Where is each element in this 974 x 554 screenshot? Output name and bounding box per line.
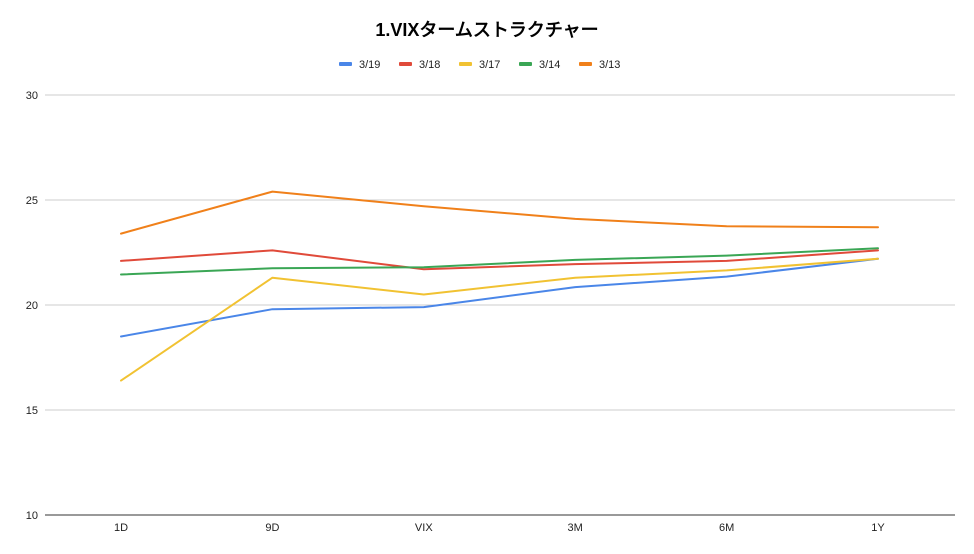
- legend-swatch: [519, 62, 532, 66]
- series-line-3-18: [120, 249, 879, 271]
- y-tick-label: 20: [26, 300, 38, 312]
- legend-item: 3/19: [339, 59, 380, 71]
- x-axis: 1D 9D VIX 3M 6M 1Y: [114, 522, 885, 534]
- legend-item: 3/17: [459, 59, 500, 71]
- series-lines: [120, 190, 879, 382]
- legend-item: 3/14: [519, 59, 560, 71]
- x-tick-label: 6M: [719, 522, 734, 534]
- legend-swatch: [339, 62, 352, 66]
- y-tick-label: 30: [26, 90, 38, 102]
- series-line-3-14: [120, 247, 879, 276]
- legend: 3/19 3/18 3/17 3/14 3/13: [339, 59, 620, 71]
- y-tick-label: 10: [26, 510, 38, 522]
- y-tick-label: 15: [26, 405, 38, 417]
- legend-swatch: [459, 62, 472, 66]
- legend-item: 3/13: [579, 59, 620, 71]
- x-tick-label: 3M: [568, 522, 583, 534]
- legend-label: 3/19: [359, 59, 380, 71]
- chart-title: 1.VIXタームストラクチャー: [375, 20, 599, 40]
- series-line-3-13: [120, 190, 879, 235]
- gridlines: [45, 94, 955, 516]
- legend-item: 3/18: [399, 59, 440, 71]
- legend-label: 3/17: [479, 59, 500, 71]
- y-tick-label: 25: [26, 195, 38, 207]
- x-tick-label: 1D: [114, 522, 128, 534]
- y-axis: 10 15 20 25 30: [26, 90, 38, 522]
- legend-label: 3/14: [539, 59, 560, 71]
- legend-swatch: [579, 62, 592, 66]
- legend-label: 3/18: [419, 59, 440, 71]
- legend-label: 3/13: [599, 59, 620, 71]
- x-tick-label: 1Y: [871, 522, 885, 534]
- x-tick-label: 9D: [265, 522, 279, 534]
- series-line-3-19: [120, 257, 879, 338]
- legend-swatch: [399, 62, 412, 66]
- x-tick-label: VIX: [415, 522, 433, 534]
- series-line-3-17: [120, 257, 879, 382]
